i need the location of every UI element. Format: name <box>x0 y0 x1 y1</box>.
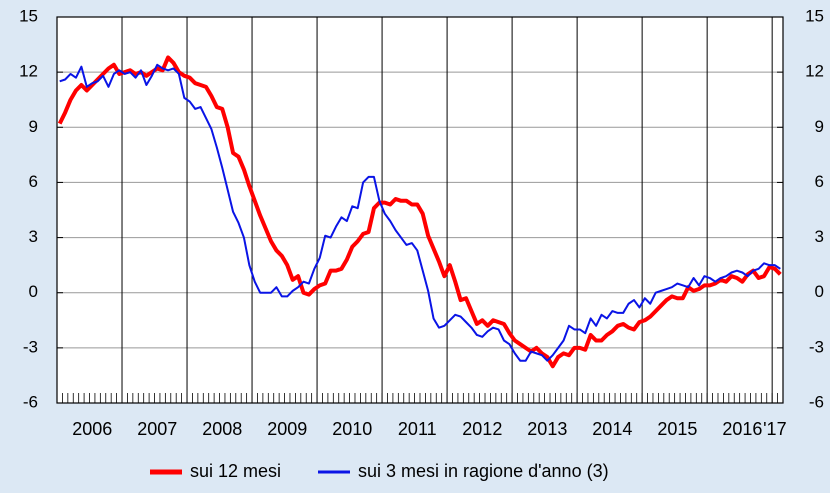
series-line <box>59 63 781 362</box>
x-tick-label: 2009 <box>267 419 307 439</box>
y2-tick-label: -6 <box>809 392 824 411</box>
y-tick-label: -6 <box>23 392 38 411</box>
x-tick-label: 2013 <box>527 419 567 439</box>
x-tick-label: 2014 <box>592 419 632 439</box>
y2-tick-label: -3 <box>809 337 824 356</box>
y2-tick-label: 12 <box>805 62 824 81</box>
plot-border <box>56 16 784 404</box>
x-tick-label: 2007 <box>137 419 177 439</box>
x-tick-label: 2010 <box>332 419 372 439</box>
legend-label: sui 3 mesi in ragione d'anno (3) <box>358 461 609 481</box>
x-tick-label: 2006 <box>72 419 112 439</box>
y-tick-label: 15 <box>19 6 38 25</box>
x-tick-label: 2012 <box>462 419 502 439</box>
y-tick-label: 12 <box>19 62 38 81</box>
x-tick-label: 2016 <box>722 419 762 439</box>
y-tick-label: 6 <box>29 172 38 191</box>
y2-tick-label: 15 <box>805 6 824 25</box>
y2-tick-label: 6 <box>815 172 824 191</box>
y2-tick-label: 3 <box>815 227 824 246</box>
x-tick-label: 2015 <box>657 419 697 439</box>
y-tick-label: 9 <box>29 117 38 136</box>
y2-tick-label: 9 <box>815 117 824 136</box>
x-tick-label: 2008 <box>202 419 242 439</box>
y-tick-label: 0 <box>29 282 38 301</box>
legend-label: sui 12 mesi <box>190 461 281 481</box>
y-tick-label: -3 <box>23 337 38 356</box>
y2-tick-label: 0 <box>815 282 824 301</box>
y-tick-label: 3 <box>29 227 38 246</box>
series-line <box>57 55 782 369</box>
x-tick-label: 2011 <box>398 419 437 439</box>
x-tick-label: '17 <box>763 419 786 439</box>
